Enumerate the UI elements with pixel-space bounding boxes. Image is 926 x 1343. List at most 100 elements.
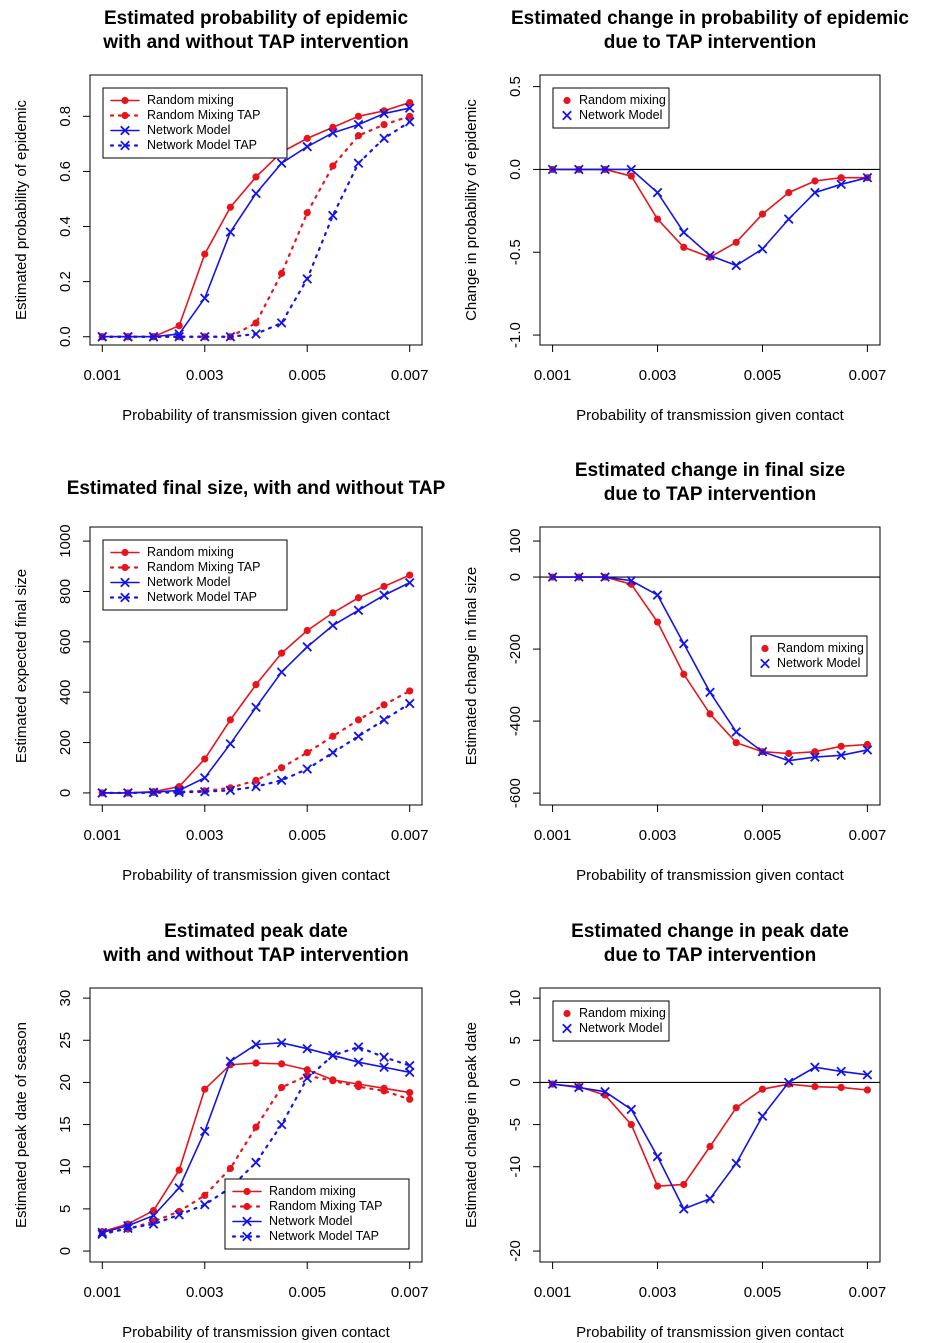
legend-label: Random Mixing TAP: [269, 1199, 382, 1213]
x-axis-label: Probability of transmission given contac…: [122, 867, 390, 884]
marker-x: [705, 687, 715, 698]
marker-x: [123, 788, 133, 798]
marker-dot: [121, 96, 129, 105]
marker-x: [148, 1219, 159, 1229]
y-axis-label: Estimated peak date of season: [13, 1022, 30, 1228]
panel: Estimated change in peak date due to TAP …: [463, 921, 886, 1341]
marker-dot: [303, 209, 311, 217]
marker-dot: [303, 1066, 311, 1074]
marker-x: [174, 787, 184, 798]
y-tick-label: 10: [507, 990, 524, 1007]
marker-dot: [563, 96, 571, 105]
marker-x: [547, 572, 558, 582]
marker-x: [302, 764, 313, 774]
legend-label: Network Model TAP: [269, 1229, 379, 1243]
chart-title: Estimated change in final size: [575, 460, 845, 481]
x-axis-label: Probability of transmission given contac…: [576, 1324, 844, 1341]
y-tick-label: -0.5: [507, 239, 524, 265]
y-tick-label: 600: [57, 629, 74, 654]
y-tick-label: -400: [507, 706, 524, 736]
marker-x: [276, 1119, 287, 1130]
y-tick-label: 5: [57, 1205, 74, 1213]
marker-dot: [226, 716, 234, 724]
marker-x: [251, 329, 261, 339]
marker-x: [199, 331, 210, 342]
marker-dot: [706, 710, 714, 718]
marker-dot: [354, 716, 363, 724]
x-axis-label: Probability of transmission given contac…: [576, 407, 844, 424]
marker-x: [328, 747, 338, 758]
marker-dot: [406, 687, 414, 695]
marker-x: [328, 210, 338, 221]
marker-x: [705, 250, 715, 261]
y-tick-label: 0.2: [57, 271, 74, 292]
x-tick-label: 0.003: [186, 367, 224, 384]
marker-dot: [837, 174, 845, 182]
legend-box: [552, 1000, 670, 1042]
marker-x: [626, 164, 637, 175]
marker-dot: [278, 1060, 286, 1068]
marker-dot: [121, 548, 129, 557]
marker-dot: [329, 162, 337, 170]
marker-dot: [252, 681, 260, 689]
marker-x: [302, 1043, 313, 1054]
marker-x: [120, 125, 130, 136]
chart-title: with and without TAP intervention: [102, 945, 408, 966]
chart-title: Estimated final size, with and without T…: [67, 478, 446, 499]
marker-x: [562, 110, 572, 121]
x-tick-label: 0.001: [84, 367, 122, 384]
marker-dot: [201, 1191, 209, 1199]
marker-x: [251, 1157, 261, 1168]
marker-dot: [243, 1187, 251, 1196]
marker-x: [174, 1209, 184, 1220]
x-tick-label: 0.003: [639, 1284, 677, 1301]
marker-x: [404, 103, 415, 113]
marker-dot: [121, 563, 129, 572]
marker-x: [678, 1204, 689, 1214]
marker-dot: [406, 98, 414, 107]
x-tick-label: 0.007: [849, 367, 887, 384]
marker-x: [626, 1104, 637, 1115]
marker-x: [783, 755, 794, 766]
legend-label: Network Model: [579, 1021, 662, 1035]
marker-x: [276, 158, 287, 168]
panel: Estimated change in probability of epide…: [463, 8, 909, 424]
y-tick-label: 400: [57, 680, 74, 705]
marker-x: [148, 1210, 159, 1221]
marker-dot: [278, 1083, 286, 1092]
x-tick-label: 0.001: [534, 827, 572, 844]
y-tick-label: -600: [507, 778, 524, 808]
series-line: [551, 1066, 869, 1210]
marker-x: [251, 1039, 261, 1050]
marker-dot: [680, 243, 688, 251]
marker-dot: [380, 120, 388, 129]
marker-dot: [226, 1164, 234, 1173]
marker-x: [328, 128, 338, 138]
marker-x: [757, 1111, 768, 1121]
x-tick-label: 0.005: [744, 827, 782, 844]
marker-dot: [706, 1142, 714, 1151]
marker-x: [199, 772, 210, 783]
marker-x: [547, 1079, 558, 1089]
marker-dot: [732, 238, 740, 246]
chart-title: Estimated probability of epidemic: [104, 8, 408, 29]
marker-x: [862, 745, 873, 755]
marker-x: [573, 164, 584, 175]
marker-x: [276, 667, 287, 677]
marker-x: [199, 1199, 210, 1210]
marker-dot: [761, 644, 769, 653]
marker-dot: [837, 1083, 845, 1092]
series-line: [551, 168, 869, 267]
marker-dot: [303, 749, 311, 757]
marker-x: [862, 172, 873, 183]
x-tick-label: 0.007: [391, 1284, 429, 1301]
marker-x: [731, 1158, 742, 1169]
marker-dot: [811, 177, 819, 185]
marker-x: [404, 577, 415, 588]
series-line: [551, 168, 869, 259]
panel: Estimated change in final size due to TAP…: [463, 460, 886, 884]
y-axis-label: Estimated change in peak date: [463, 1022, 480, 1228]
marker-x: [225, 738, 236, 749]
